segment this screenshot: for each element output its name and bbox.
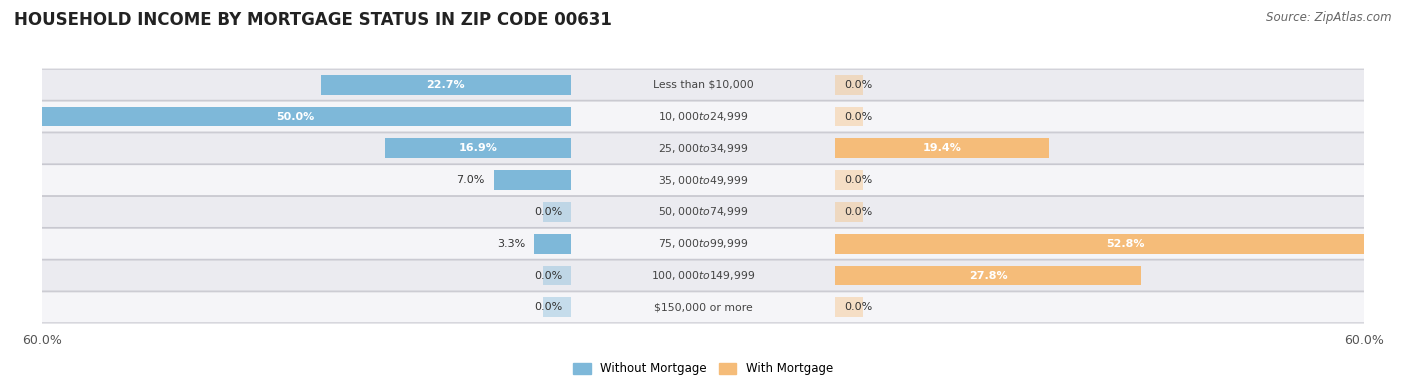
Text: 0.0%: 0.0% bbox=[844, 80, 872, 90]
Text: 0.0%: 0.0% bbox=[844, 112, 872, 121]
Text: $35,000 to $49,999: $35,000 to $49,999 bbox=[658, 174, 748, 187]
Bar bbox=[835, 202, 863, 222]
FancyBboxPatch shape bbox=[37, 133, 1369, 164]
Text: 22.7%: 22.7% bbox=[426, 80, 465, 90]
Bar bbox=[543, 202, 571, 222]
Bar bbox=[385, 138, 571, 158]
Text: Less than $10,000: Less than $10,000 bbox=[652, 80, 754, 90]
Bar bbox=[321, 75, 571, 95]
Text: 0.0%: 0.0% bbox=[844, 207, 872, 217]
FancyBboxPatch shape bbox=[37, 292, 1369, 323]
Text: $10,000 to $24,999: $10,000 to $24,999 bbox=[658, 110, 748, 123]
Text: 50.0%: 50.0% bbox=[277, 112, 315, 121]
Text: 19.4%: 19.4% bbox=[922, 143, 962, 153]
FancyBboxPatch shape bbox=[37, 260, 1369, 291]
Text: 0.0%: 0.0% bbox=[534, 302, 562, 312]
Text: Source: ZipAtlas.com: Source: ZipAtlas.com bbox=[1267, 11, 1392, 24]
Text: $25,000 to $34,999: $25,000 to $34,999 bbox=[658, 142, 748, 155]
Bar bbox=[543, 297, 571, 317]
Legend: Without Mortgage, With Mortgage: Without Mortgage, With Mortgage bbox=[568, 358, 838, 377]
FancyBboxPatch shape bbox=[37, 165, 1369, 196]
FancyBboxPatch shape bbox=[37, 228, 1369, 259]
FancyBboxPatch shape bbox=[37, 101, 1369, 132]
FancyBboxPatch shape bbox=[37, 69, 1369, 100]
Bar bbox=[494, 170, 571, 190]
Text: $50,000 to $74,999: $50,000 to $74,999 bbox=[658, 205, 748, 218]
Text: 0.0%: 0.0% bbox=[534, 207, 562, 217]
Bar bbox=[543, 266, 571, 285]
Text: $75,000 to $99,999: $75,000 to $99,999 bbox=[658, 237, 748, 250]
Text: HOUSEHOLD INCOME BY MORTGAGE STATUS IN ZIP CODE 00631: HOUSEHOLD INCOME BY MORTGAGE STATUS IN Z… bbox=[14, 11, 612, 29]
Text: 16.9%: 16.9% bbox=[458, 143, 498, 153]
Bar bbox=[20, 107, 571, 126]
Text: 7.0%: 7.0% bbox=[457, 175, 485, 185]
Text: 27.8%: 27.8% bbox=[969, 271, 1008, 280]
Bar bbox=[835, 138, 1049, 158]
Text: $100,000 to $149,999: $100,000 to $149,999 bbox=[651, 269, 755, 282]
Text: 0.0%: 0.0% bbox=[534, 271, 562, 280]
Text: 0.0%: 0.0% bbox=[844, 302, 872, 312]
FancyBboxPatch shape bbox=[37, 196, 1369, 227]
Bar bbox=[835, 234, 1406, 254]
Bar bbox=[835, 75, 863, 95]
Text: 52.8%: 52.8% bbox=[1107, 239, 1144, 249]
Bar bbox=[835, 266, 1142, 285]
Text: $150,000 or more: $150,000 or more bbox=[654, 302, 752, 312]
Text: 0.0%: 0.0% bbox=[844, 175, 872, 185]
Bar bbox=[534, 234, 571, 254]
Bar bbox=[835, 297, 863, 317]
Text: 3.3%: 3.3% bbox=[498, 239, 526, 249]
Bar bbox=[835, 107, 863, 126]
Bar bbox=[835, 170, 863, 190]
